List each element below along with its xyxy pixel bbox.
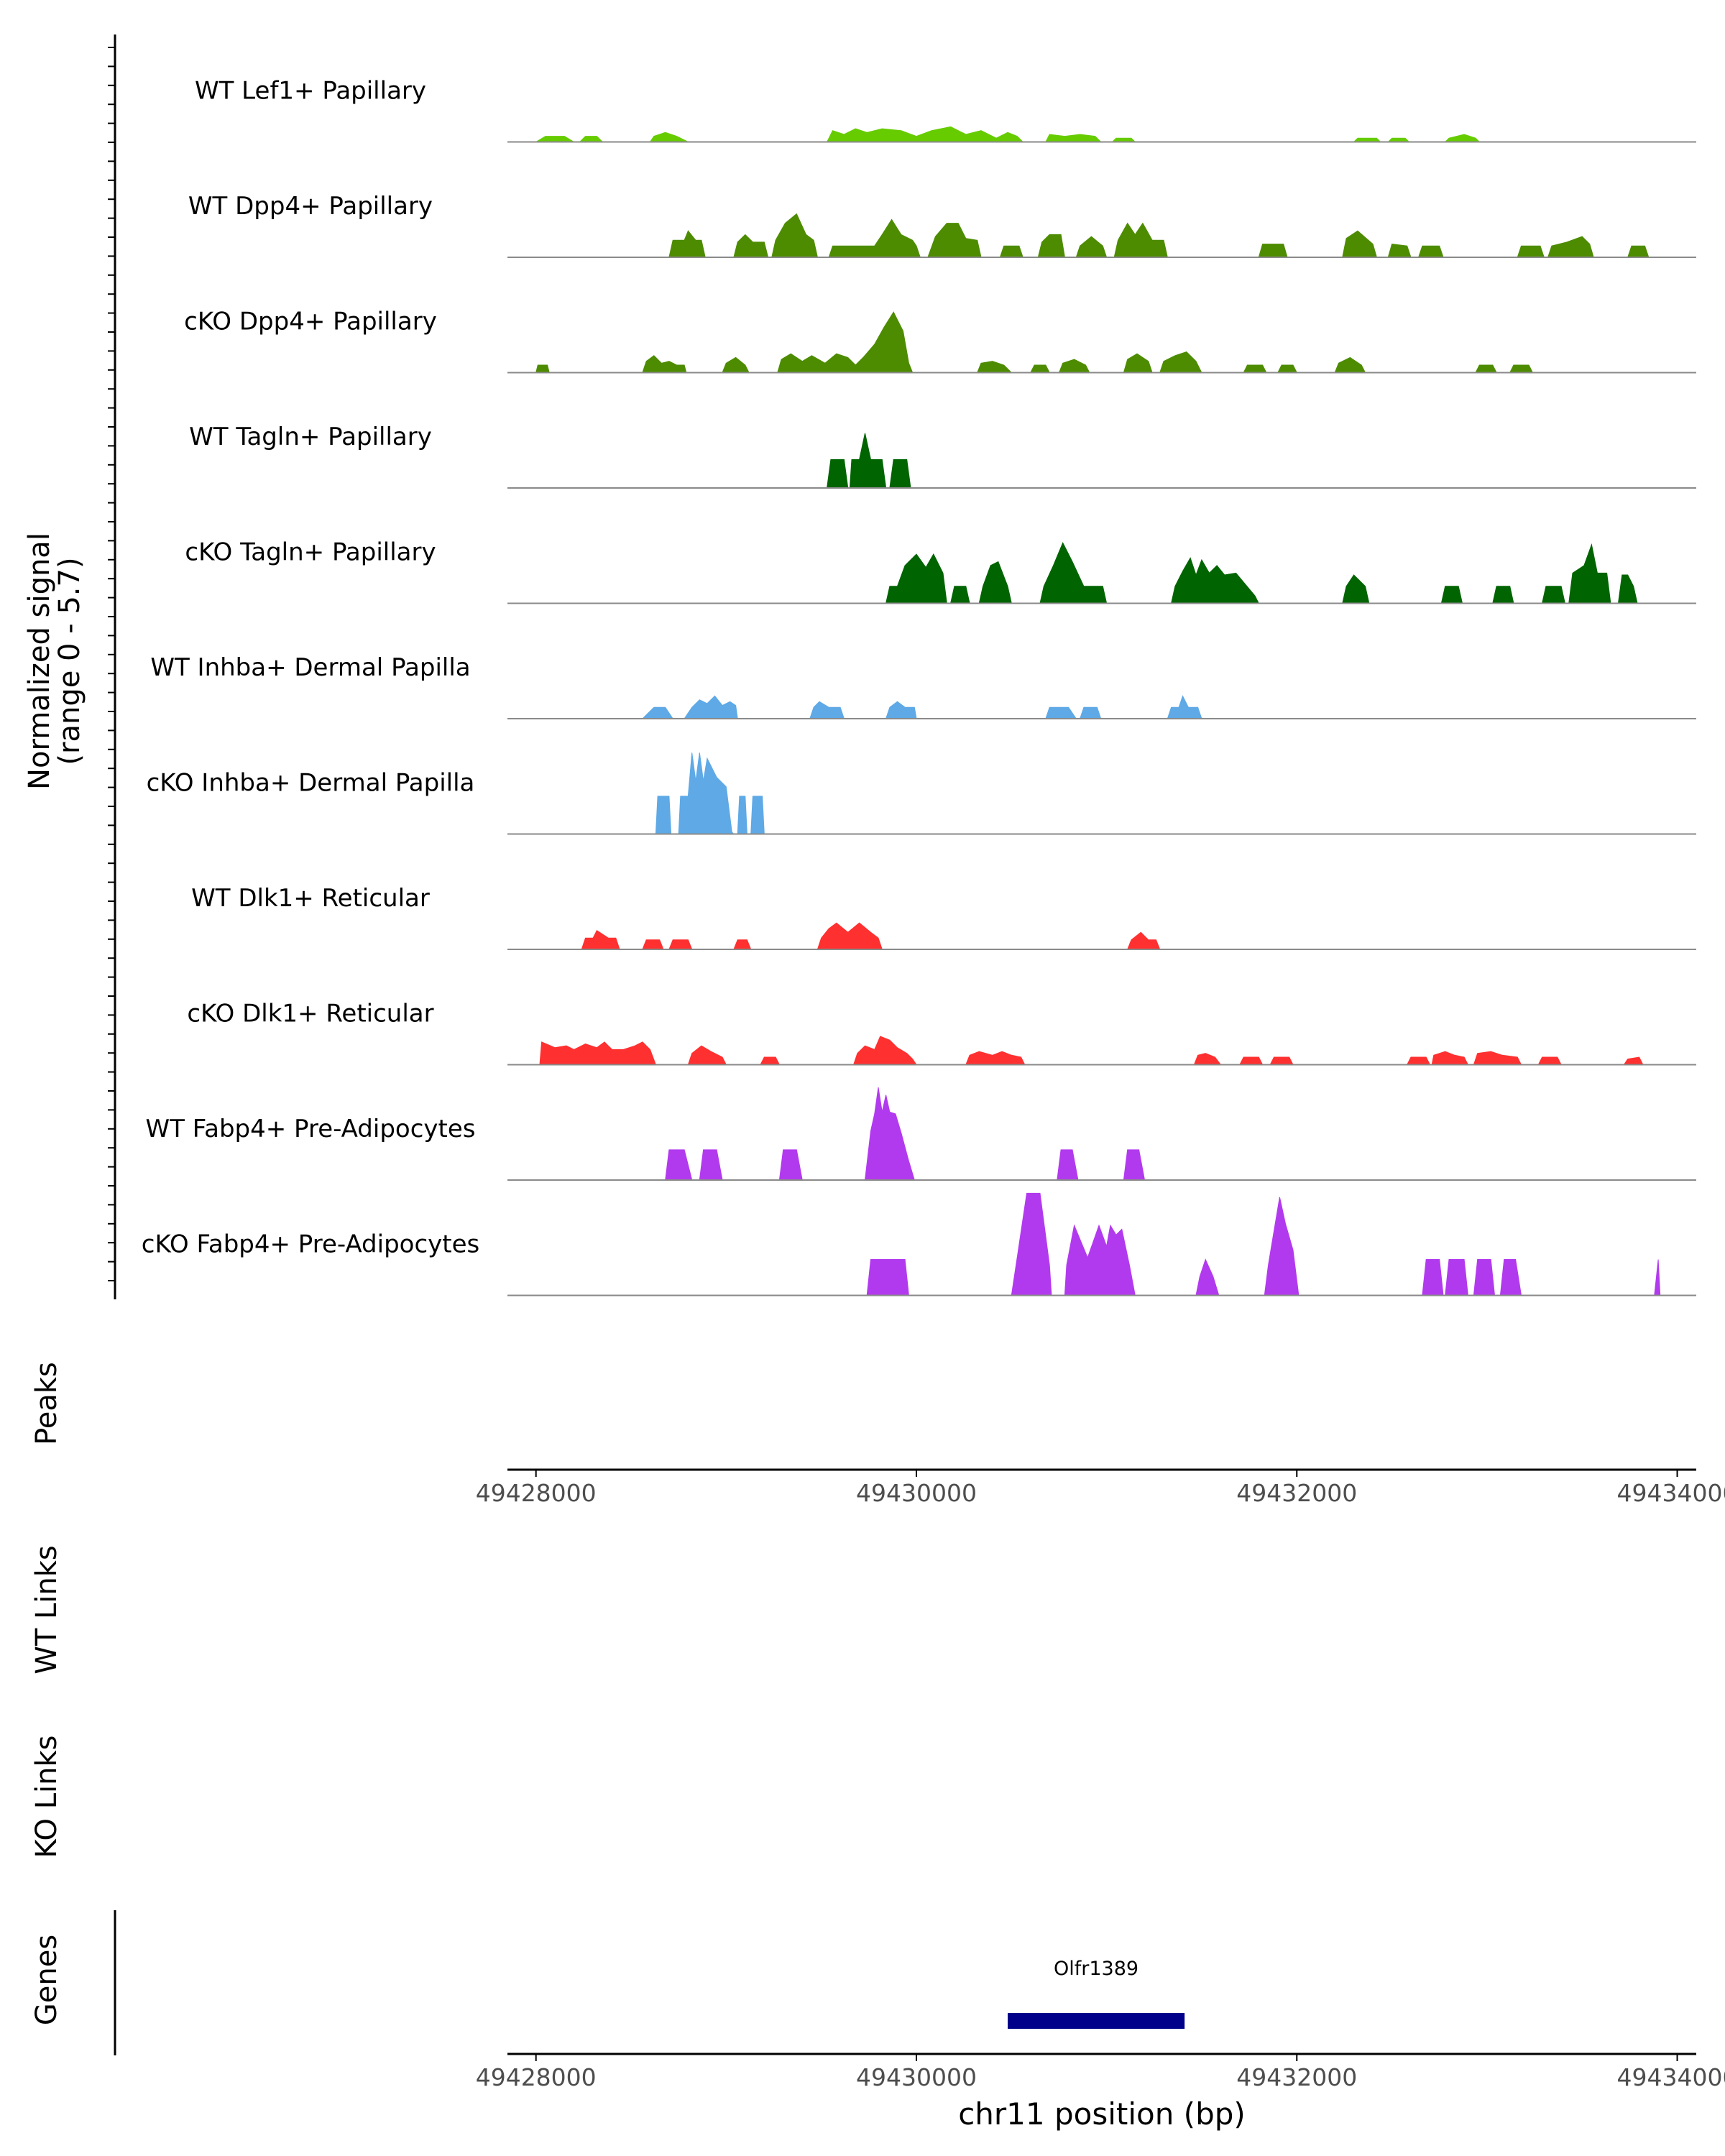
x-tick-label: 49430000: [856, 2063, 977, 2091]
track-label: WT Inhba+ Dermal Papilla: [150, 653, 470, 682]
track-label: WT Tagln+ Papillary: [189, 423, 432, 451]
track-label: cKO Dpp4+ Papillary: [184, 308, 437, 336]
track-coverage-area: [641, 695, 1202, 719]
track-4: WT Tagln+ Papillary: [189, 423, 1696, 489]
track-coverage-area: [655, 752, 765, 834]
gene-Olfr1389: Olfr1389: [1008, 1958, 1185, 2029]
track-label: cKO Fabp4+ Pre-Adipocytes: [142, 1230, 480, 1259]
track-1: WT Lef1+ Papillary: [195, 77, 1696, 143]
signal-y-axis-ticks: [108, 47, 115, 1281]
x-tick-label: 49428000: [476, 2063, 597, 2091]
track-2: WT Dpp4+ Papillary: [188, 192, 1696, 258]
track-label: cKO Tagln+ Papillary: [185, 538, 436, 567]
track-coverage-area: [668, 213, 1650, 258]
peaks-panel-label: Peaks: [30, 1362, 63, 1445]
x-tick-label: 49434000: [1617, 1479, 1725, 1507]
track-coverage-area: [665, 1087, 1146, 1181]
track-9: cKO Dlk1+ Reticular: [187, 1000, 1696, 1066]
track-coverage-area: [535, 311, 1534, 373]
peaks-x-axis-ticks: 49428000 49430000 49432000 49434000: [476, 1470, 1725, 1507]
x-tick-label: 49432000: [1236, 1479, 1357, 1507]
coverage-tracks: WT Lef1+ Papillary WT Dpp4+ Papillary cKO …: [142, 77, 1696, 1296]
x-axis-title: chr11 position (bp): [958, 2096, 1246, 2132]
x-tick-label: 49428000: [476, 1479, 597, 1507]
track-11: cKO Fabp4+ Pre-Adipocytes: [142, 1192, 1696, 1296]
track-7: cKO Inhba+ Dermal Papilla: [147, 752, 1696, 835]
track-label: WT Dlk1+ Reticular: [191, 884, 430, 913]
genes-x-axis-ticks: 49428000 49430000 49432000 49434000: [476, 2054, 1725, 2091]
track-label: cKO Inhba+ Dermal Papilla: [147, 769, 475, 798]
track-label: WT Fabp4+ Pre-Adipocytes: [146, 1115, 476, 1143]
gene-annotations: Olfr1389: [1008, 1958, 1185, 2029]
track-label: WT Dpp4+ Papillary: [188, 192, 433, 221]
genes-panel-label: Genes: [30, 1935, 63, 2025]
track-10: WT Fabp4+ Pre-Adipocytes: [146, 1087, 1696, 1181]
track-coverage-area: [539, 1036, 1644, 1065]
track-6: WT Inhba+ Dermal Papilla: [150, 653, 1696, 719]
x-tick-label: 49434000: [1617, 2063, 1725, 2091]
track-label: cKO Dlk1+ Reticular: [187, 1000, 433, 1028]
track-coverage-area: [866, 1192, 1661, 1296]
wt-links-panel-label: WT Links: [30, 1545, 63, 1674]
ko-links-panel-label: KO Links: [30, 1736, 63, 1858]
track-coverage-area: [885, 542, 1638, 604]
track-label: WT Lef1+ Papillary: [195, 77, 426, 106]
track-5: cKO Tagln+ Papillary: [185, 538, 1696, 604]
x-tick-label: 49432000: [1236, 2063, 1357, 2091]
gene-body: [1008, 2013, 1185, 2029]
x-tick-label: 49430000: [856, 1479, 977, 1507]
signal-axis-label: Normalized signal: [23, 533, 56, 790]
gene-label: Olfr1389: [1054, 1958, 1138, 1980]
gene-strand-marker: [1008, 2014, 1018, 2028]
track-coverage-area: [534, 126, 1696, 142]
track-coverage-area: [827, 433, 911, 489]
peaks-x-axis: 49428000 49430000 49432000 49434000: [476, 1468, 1725, 1507]
track-8: WT Dlk1+ Reticular: [191, 884, 1696, 950]
genes-x-axis: 49428000 49430000 49432000 49434000: [476, 2053, 1725, 2091]
signal-axis-range-label: (range 0 - 5.7): [53, 557, 86, 765]
track-coverage-area: [581, 922, 1161, 950]
signal-axis-title: Normalized signal (range 0 - 5.7): [23, 533, 86, 790]
track-3: cKO Dpp4+ Papillary: [184, 308, 1696, 374]
